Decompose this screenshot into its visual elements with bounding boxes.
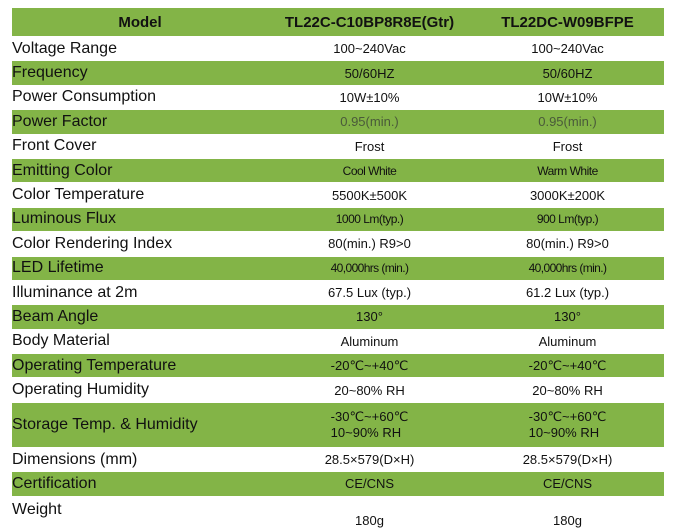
row-value-2: 130°	[471, 304, 664, 330]
row-value-1: 80(min.) R9>0	[268, 231, 471, 257]
row-value-2: CE/CNS	[471, 471, 664, 497]
row-label: Power Consumption	[12, 84, 268, 110]
row-value-2: Warm White	[471, 157, 664, 183]
table-row: Weight 180g 180g	[12, 495, 664, 530]
row-value-1: 40,000hrs (min.)	[268, 255, 471, 281]
row-value-1: 5500K±500K	[268, 182, 471, 208]
table-row: Illuminance at 2m 67.5 Lux (typ.) 61.2 L…	[12, 279, 664, 305]
row-value-2: 80(min.) R9>0	[471, 231, 664, 257]
row-label: Power Factor	[12, 109, 268, 135]
row-label: Luminous Flux	[12, 206, 268, 232]
row-label: Front Cover	[12, 133, 268, 159]
row-value-line-2: 10~90% RH	[330, 424, 402, 440]
row-label: Operating Temperature	[12, 353, 268, 378]
row-value-1: -20℃~+40℃	[268, 353, 471, 378]
header-model-2: TL22DC-W09BFPE	[471, 7, 664, 37]
table-row: Beam Angle 130° 130°	[12, 304, 664, 330]
table-row: Body Material Aluminum Aluminum	[12, 328, 664, 354]
row-value-1: 0.95(min.)	[268, 109, 471, 135]
row-label: Illuminance at 2m	[12, 279, 268, 305]
table-row: Dimensions (mm) 28.5×579(D×H) 28.5×579(D…	[12, 446, 664, 472]
row-label: Beam Angle	[12, 304, 268, 330]
table-row: LED Lifetime 40,000hrs (min.) 40,000hrs …	[12, 255, 664, 281]
row-value-2: -20℃~+40℃	[471, 353, 664, 378]
row-value-2: 900 Lm(typ.)	[471, 206, 664, 232]
row-value-1: 1000 Lm(typ.)	[268, 206, 471, 232]
row-value-2: 100~240Vac	[471, 35, 664, 61]
row-label: Frequency	[12, 60, 268, 86]
row-value-line-1: -30℃~+60℃	[528, 408, 607, 424]
row-value-2: 180g	[471, 495, 664, 530]
row-value-2: 3000K±200K	[471, 182, 664, 208]
table-row: Color Temperature 5500K±500K 3000K±200K	[12, 182, 664, 208]
row-value-2: 50/60HZ	[471, 60, 664, 86]
row-value-line-1: -30℃~+60℃	[330, 408, 409, 424]
table-row: Operating Humidity 20~80% RH 20~80% RH	[12, 377, 664, 403]
header-model: Model	[12, 7, 268, 37]
table-row: Emitting Color Cool White Warm White	[12, 157, 664, 183]
table-row: Voltage Range 100~240Vac 100~240Vac	[12, 35, 664, 61]
row-value-1: Frost	[268, 133, 471, 159]
row-value-2: 28.5×579(D×H)	[471, 446, 664, 472]
table-row: Power Consumption 10W±10% 10W±10%	[12, 84, 664, 110]
row-label: Certification	[12, 471, 268, 497]
row-label: Weight	[12, 495, 268, 530]
row-value-1: Cool White	[268, 157, 471, 183]
header-model-1: TL22C-C10BP8R8E(Gtr)	[268, 7, 471, 37]
row-value-1: 20~80% RH	[268, 377, 471, 403]
row-value-1: 130°	[268, 304, 471, 330]
row-label: Operating Humidity	[12, 377, 268, 403]
row-value-2: 0.95(min.)	[471, 109, 664, 135]
table-row: Power Factor 0.95(min.) 0.95(min.)	[12, 109, 664, 135]
row-value-1: Aluminum	[268, 328, 471, 354]
row-value-1: 100~240Vac	[268, 35, 471, 61]
table-header-row: Model TL22C-C10BP8R8E(Gtr) TL22DC-W09BFP…	[12, 7, 664, 37]
row-label: Emitting Color	[12, 157, 268, 183]
table-row: Certification CE/CNS CE/CNS	[12, 471, 664, 497]
row-value-line-2: 10~90% RH	[528, 424, 600, 440]
row-value-2: 40,000hrs (min.)	[471, 255, 664, 281]
row-value-2: Aluminum	[471, 328, 664, 354]
row-label: Voltage Range	[12, 35, 268, 61]
row-value-1: 180g	[268, 495, 471, 530]
row-label: Storage Temp. & Humidity	[12, 401, 268, 448]
table-row: Storage Temp. & Humidity -30℃~+60℃ 10~90…	[12, 401, 664, 448]
row-value-1: -30℃~+60℃ 10~90% RH	[268, 401, 471, 448]
row-value-2: Frost	[471, 133, 664, 159]
row-label: LED Lifetime	[12, 255, 268, 281]
spec-table-container: Model TL22C-C10BP8R8E(Gtr) TL22DC-W09BFP…	[12, 7, 664, 530]
table-row: Color Rendering Index 80(min.) R9>0 80(m…	[12, 231, 664, 257]
row-value-1: 67.5 Lux (typ.)	[268, 279, 471, 305]
row-value-1: 10W±10%	[268, 84, 471, 110]
row-label: Dimensions (mm)	[12, 446, 268, 472]
table-row: Operating Temperature -20℃~+40℃ -20℃~+40…	[12, 353, 664, 378]
row-value-1: CE/CNS	[268, 471, 471, 497]
row-label: Body Material	[12, 328, 268, 354]
row-value-2: -30℃~+60℃ 10~90% RH	[471, 401, 664, 448]
table-row: Frequency 50/60HZ 50/60HZ	[12, 60, 664, 86]
table-row: Front Cover Frost Frost	[12, 133, 664, 159]
spec-table: Model TL22C-C10BP8R8E(Gtr) TL22DC-W09BFP…	[12, 7, 664, 530]
row-value-2: 10W±10%	[471, 84, 664, 110]
row-label: Color Rendering Index	[12, 231, 268, 257]
row-label: Color Temperature	[12, 182, 268, 208]
row-value-1: 28.5×579(D×H)	[268, 446, 471, 472]
row-value-2: 61.2 Lux (typ.)	[471, 279, 664, 305]
row-value-1: 50/60HZ	[268, 60, 471, 86]
row-value-2: 20~80% RH	[471, 377, 664, 403]
table-row: Luminous Flux 1000 Lm(typ.) 900 Lm(typ.)	[12, 206, 664, 232]
